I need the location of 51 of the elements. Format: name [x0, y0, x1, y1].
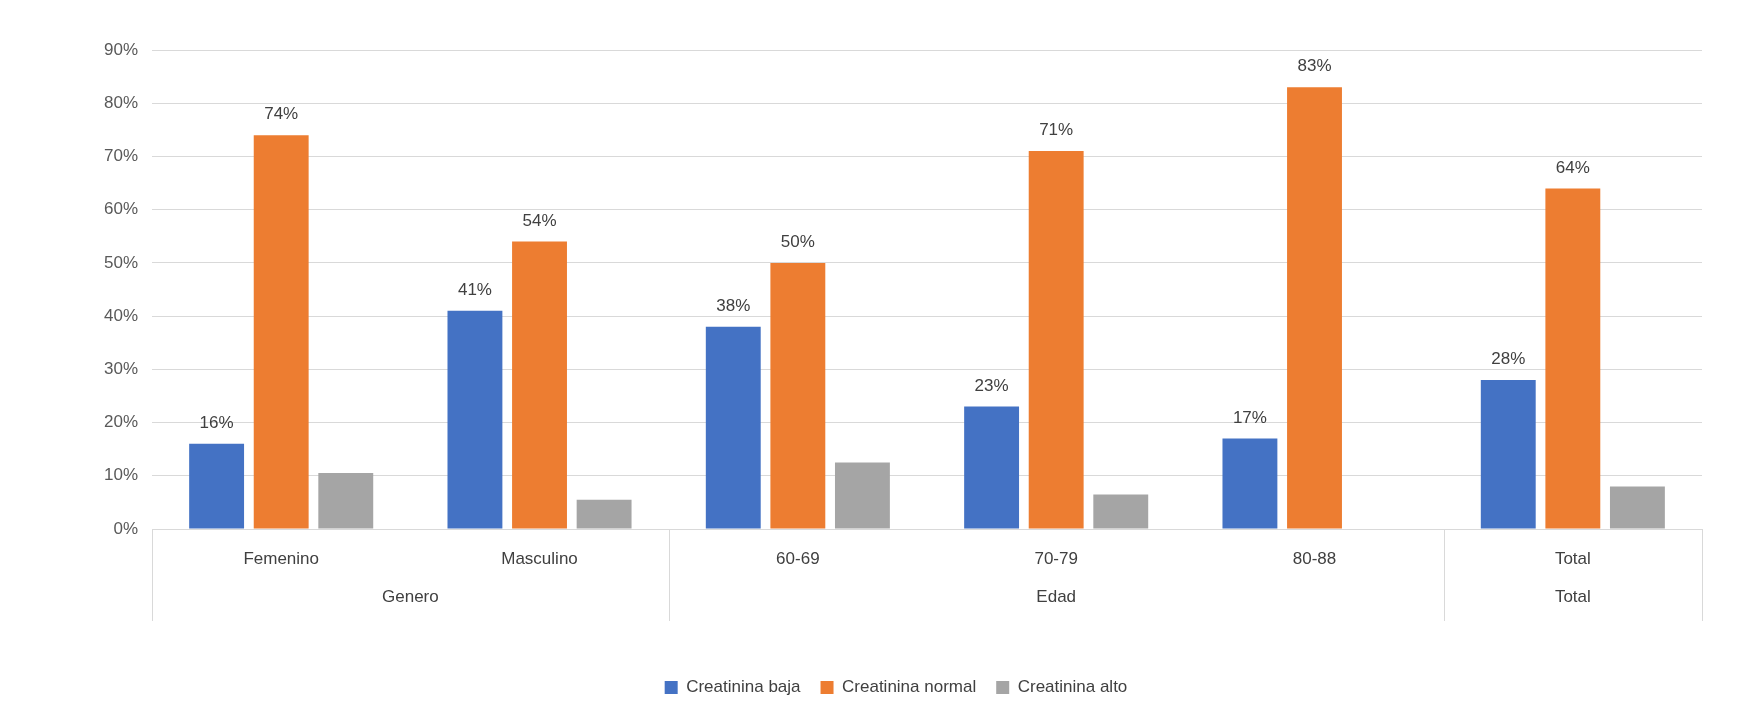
x-tick-label: 80-88 [1292, 548, 1337, 568]
legend-label: Creatinina baja [686, 677, 802, 697]
bar [1028, 151, 1084, 529]
data-label: 83% [1297, 56, 1332, 76]
bar [1093, 494, 1149, 529]
y-tick-label: 0% [113, 518, 139, 538]
legend-label: Creatinina normal [842, 677, 977, 697]
bar [253, 135, 309, 529]
bar [189, 443, 245, 529]
bar [834, 462, 890, 529]
bar [512, 241, 567, 529]
bar [1480, 379, 1536, 529]
x-tick-label: Total [1554, 548, 1591, 568]
y-tick-label: 60% [103, 199, 139, 219]
bar [1609, 486, 1665, 529]
y-tick-label: 90% [103, 39, 139, 59]
data-label: 16% [199, 413, 234, 433]
text: Genero [382, 586, 439, 606]
bar [964, 406, 1020, 529]
y-tick-label: 40% [103, 305, 139, 325]
y-tick-label: 80% [103, 92, 139, 112]
data-label: 54% [522, 210, 557, 230]
data-label: 17% [1232, 407, 1267, 427]
data-label: 28% [1491, 349, 1526, 369]
data-label: 23% [974, 375, 1009, 395]
x-tick-label: Masculino [501, 548, 578, 568]
y-tick-label: 10% [103, 465, 139, 485]
x-tick-label: 60-69 [776, 548, 820, 568]
x-tick-label: 70-79 [1034, 548, 1078, 568]
bar [1222, 438, 1278, 529]
data-label: 64% [1555, 157, 1590, 177]
data-label: 74% [264, 104, 299, 124]
data-label: 41% [457, 279, 492, 299]
data-label: 50% [780, 232, 815, 252]
bar [1287, 87, 1342, 529]
text: Total [1554, 586, 1591, 606]
y-tick-label: 30% [103, 359, 139, 379]
text: Edad [1036, 586, 1077, 606]
y-tick-label: 20% [103, 412, 139, 432]
bar [576, 499, 632, 529]
data-label: 38% [716, 295, 751, 315]
x-tick-label: Femenino [243, 548, 319, 568]
bar [447, 310, 503, 529]
bar [705, 326, 761, 529]
bar [770, 262, 826, 529]
data-label: 71% [1039, 120, 1074, 140]
y-tick-label: 50% [103, 252, 139, 272]
y-tick-label: 70% [103, 146, 139, 166]
bar [1545, 188, 1601, 529]
legend-label: Creatinina alto [1017, 677, 1128, 697]
bar [318, 473, 374, 529]
